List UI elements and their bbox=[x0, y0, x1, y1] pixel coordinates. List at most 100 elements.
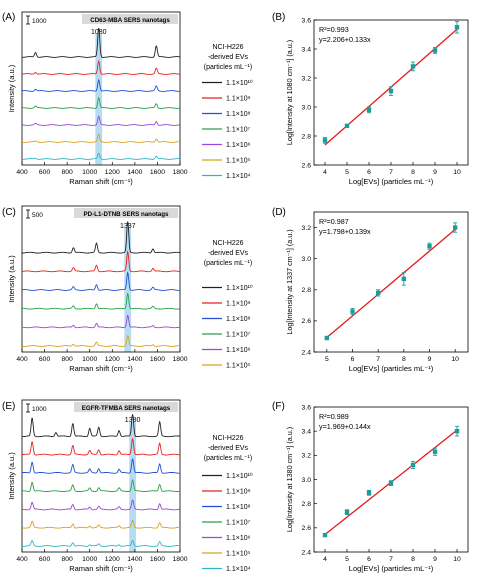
y-axis-label: Intensity (a.u.) bbox=[7, 255, 16, 303]
data-point bbox=[410, 64, 416, 69]
x-tick-label: 9 bbox=[433, 556, 437, 563]
y-tick-label: 3.2 bbox=[302, 453, 312, 460]
x-tick-label: 800 bbox=[61, 356, 73, 363]
y-tick-label: 3.4 bbox=[302, 46, 312, 53]
x-tick-label: 7 bbox=[389, 169, 393, 176]
scale-bar-label: 1000 bbox=[32, 18, 47, 25]
x-tick-label: 10 bbox=[453, 556, 461, 563]
y-axis-label: Log[Intensity at 1080 cm⁻¹] (a.u.) bbox=[285, 40, 294, 145]
x-tick-label: 1000 bbox=[82, 169, 97, 176]
x-tick-label: 600 bbox=[39, 169, 51, 176]
scatter-panel-5: (F) 4 5 6 7 8 9 10 2.4 2.6 2.8 3.0 3.2 3.4 3.6 Log[EVs]… bbox=[272, 401, 469, 573]
legend-entry: 1.1×10⁷ bbox=[226, 127, 251, 134]
panel-label: (E) bbox=[2, 401, 15, 412]
peak-label: 1080 bbox=[91, 29, 107, 36]
spectrum-line bbox=[21, 499, 181, 511]
panel-label: (A) bbox=[2, 12, 15, 23]
chart-title: CD63-MBA SERS nanotags bbox=[90, 17, 170, 24]
spectrum-line bbox=[22, 414, 181, 438]
spectrum-line bbox=[22, 539, 181, 547]
legend-title-line: (particles mL⁻¹) bbox=[204, 260, 252, 267]
y-axis-label: Intensity (a.u.) bbox=[7, 64, 16, 112]
legend-title-line: -derived EVs bbox=[208, 54, 249, 61]
legend-title-line: (particles mL⁻¹) bbox=[204, 455, 252, 462]
data-point bbox=[322, 138, 328, 143]
x-tick-label: 600 bbox=[39, 556, 51, 563]
fit-line bbox=[326, 228, 456, 339]
legend-title-line: (particles mL⁻¹) bbox=[204, 64, 252, 71]
x-tick-label: 1200 bbox=[105, 169, 120, 176]
x-tick-label: 8 bbox=[411, 556, 415, 563]
x-tick-label: 8 bbox=[411, 169, 415, 176]
y-tick-label: 3.6 bbox=[302, 17, 312, 24]
x-tick-label: 1600 bbox=[150, 356, 165, 363]
x-tick-label: 5 bbox=[325, 356, 329, 363]
legend-title-line: -derived EVs bbox=[208, 250, 249, 257]
x-tick-label: 6 bbox=[351, 356, 355, 363]
plot-frame bbox=[21, 399, 181, 553]
y-tick-label: 2.6 bbox=[302, 318, 312, 325]
y-tick-label: 2.6 bbox=[302, 525, 312, 532]
chart-title: PD-L1-DTNB SERS nanotags bbox=[84, 211, 169, 218]
legend-entry: 1.1×10⁵ bbox=[226, 551, 251, 558]
x-tick-label: 6 bbox=[367, 556, 371, 563]
data-point bbox=[344, 123, 350, 129]
x-tick-label: 1000 bbox=[82, 356, 97, 363]
spectra-panel-4: (E) 1380 EGFR-TFMBA SERS nanotags 1000 400 60… bbox=[2, 399, 253, 573]
peak-highlight-band bbox=[124, 228, 132, 352]
legend-entry: 1.1×10⁵ bbox=[226, 158, 251, 165]
data-point bbox=[324, 335, 330, 341]
legend-entry: 1.1×10⁹ bbox=[226, 489, 251, 496]
legend-entry: 1.1×10⁶ bbox=[226, 142, 251, 149]
peak-highlight-band bbox=[95, 34, 103, 165]
x-tick-label: 800 bbox=[61, 556, 73, 563]
data-point bbox=[432, 48, 438, 53]
spectrum-line bbox=[22, 437, 180, 456]
y-axis-label: Log[Intensity at 1380 cm⁻¹] (a.u.) bbox=[285, 427, 294, 532]
y-tick-label: 3.6 bbox=[302, 404, 312, 411]
x-tick-label: 1400 bbox=[127, 356, 142, 363]
legend-entry: 1.1×10⁶ bbox=[226, 535, 251, 542]
x-tick-label: 8 bbox=[402, 356, 406, 363]
y-tick-label: 2.8 bbox=[302, 133, 312, 140]
legend-entry: 1.1×10¹⁰ bbox=[226, 284, 253, 292]
data-point bbox=[410, 462, 416, 468]
x-tick-label: 1600 bbox=[150, 169, 165, 176]
peak-label: 1380 bbox=[125, 417, 141, 424]
data-point bbox=[366, 490, 372, 495]
y-tick-label: 2.8 bbox=[302, 287, 312, 294]
legend-title-line: NCI-H226 bbox=[212, 44, 243, 51]
spectrum-line bbox=[21, 314, 181, 329]
legend-entry: 1.1×10⁶ bbox=[226, 347, 251, 354]
spectrum-line bbox=[22, 27, 181, 58]
y-axis-label: Log[Intensity at 1337 cm⁻¹] (a.u.) bbox=[285, 229, 294, 334]
plot-frame bbox=[21, 11, 181, 166]
x-tick-label: 800 bbox=[61, 169, 73, 176]
y-tick-label: 2.8 bbox=[302, 501, 312, 508]
x-tick-label: 400 bbox=[16, 556, 28, 563]
fit-annotation: y=2.206+0.133x bbox=[319, 35, 371, 44]
spectrum-line bbox=[22, 115, 181, 126]
x-axis-label: Log[EVs] (particles mL⁻¹) bbox=[349, 364, 434, 373]
x-tick-label: 7 bbox=[389, 556, 393, 563]
peak-highlight-band bbox=[129, 422, 136, 552]
legend-title-line: NCI-H226 bbox=[212, 240, 243, 247]
x-tick-label: 9 bbox=[433, 169, 437, 176]
data-point bbox=[401, 276, 407, 282]
scatter-panel-3: (D) 5 6 7 8 9 10 2.4 2.6 2.8 3.0 3.2 Log[EVs] (parti… bbox=[272, 207, 469, 373]
y-tick-label: 2.4 bbox=[302, 349, 312, 356]
x-tick-label: 1800 bbox=[172, 356, 187, 363]
x-tick-label: 1200 bbox=[105, 356, 120, 363]
fit-annotation: y=1.969+0.144x bbox=[319, 422, 371, 431]
spectra-panel-2: (C) 1337 PD-L1-DTNB SERS nanotags 500 400 600… bbox=[2, 205, 253, 373]
x-tick-label: 1000 bbox=[82, 556, 97, 563]
legend-entry: 1.1×10⁷ bbox=[226, 332, 251, 339]
spectrum-line bbox=[22, 221, 181, 254]
x-axis-label: Log[EVs] (particles mL⁻¹) bbox=[349, 177, 434, 186]
x-tick-label: 4 bbox=[323, 556, 327, 563]
spectrum-line bbox=[22, 152, 181, 160]
spectrum-line bbox=[22, 78, 180, 92]
data-point bbox=[366, 107, 372, 113]
x-tick-label: 5 bbox=[345, 169, 349, 176]
legend-entry: 1.1×10⁸ bbox=[226, 316, 251, 323]
